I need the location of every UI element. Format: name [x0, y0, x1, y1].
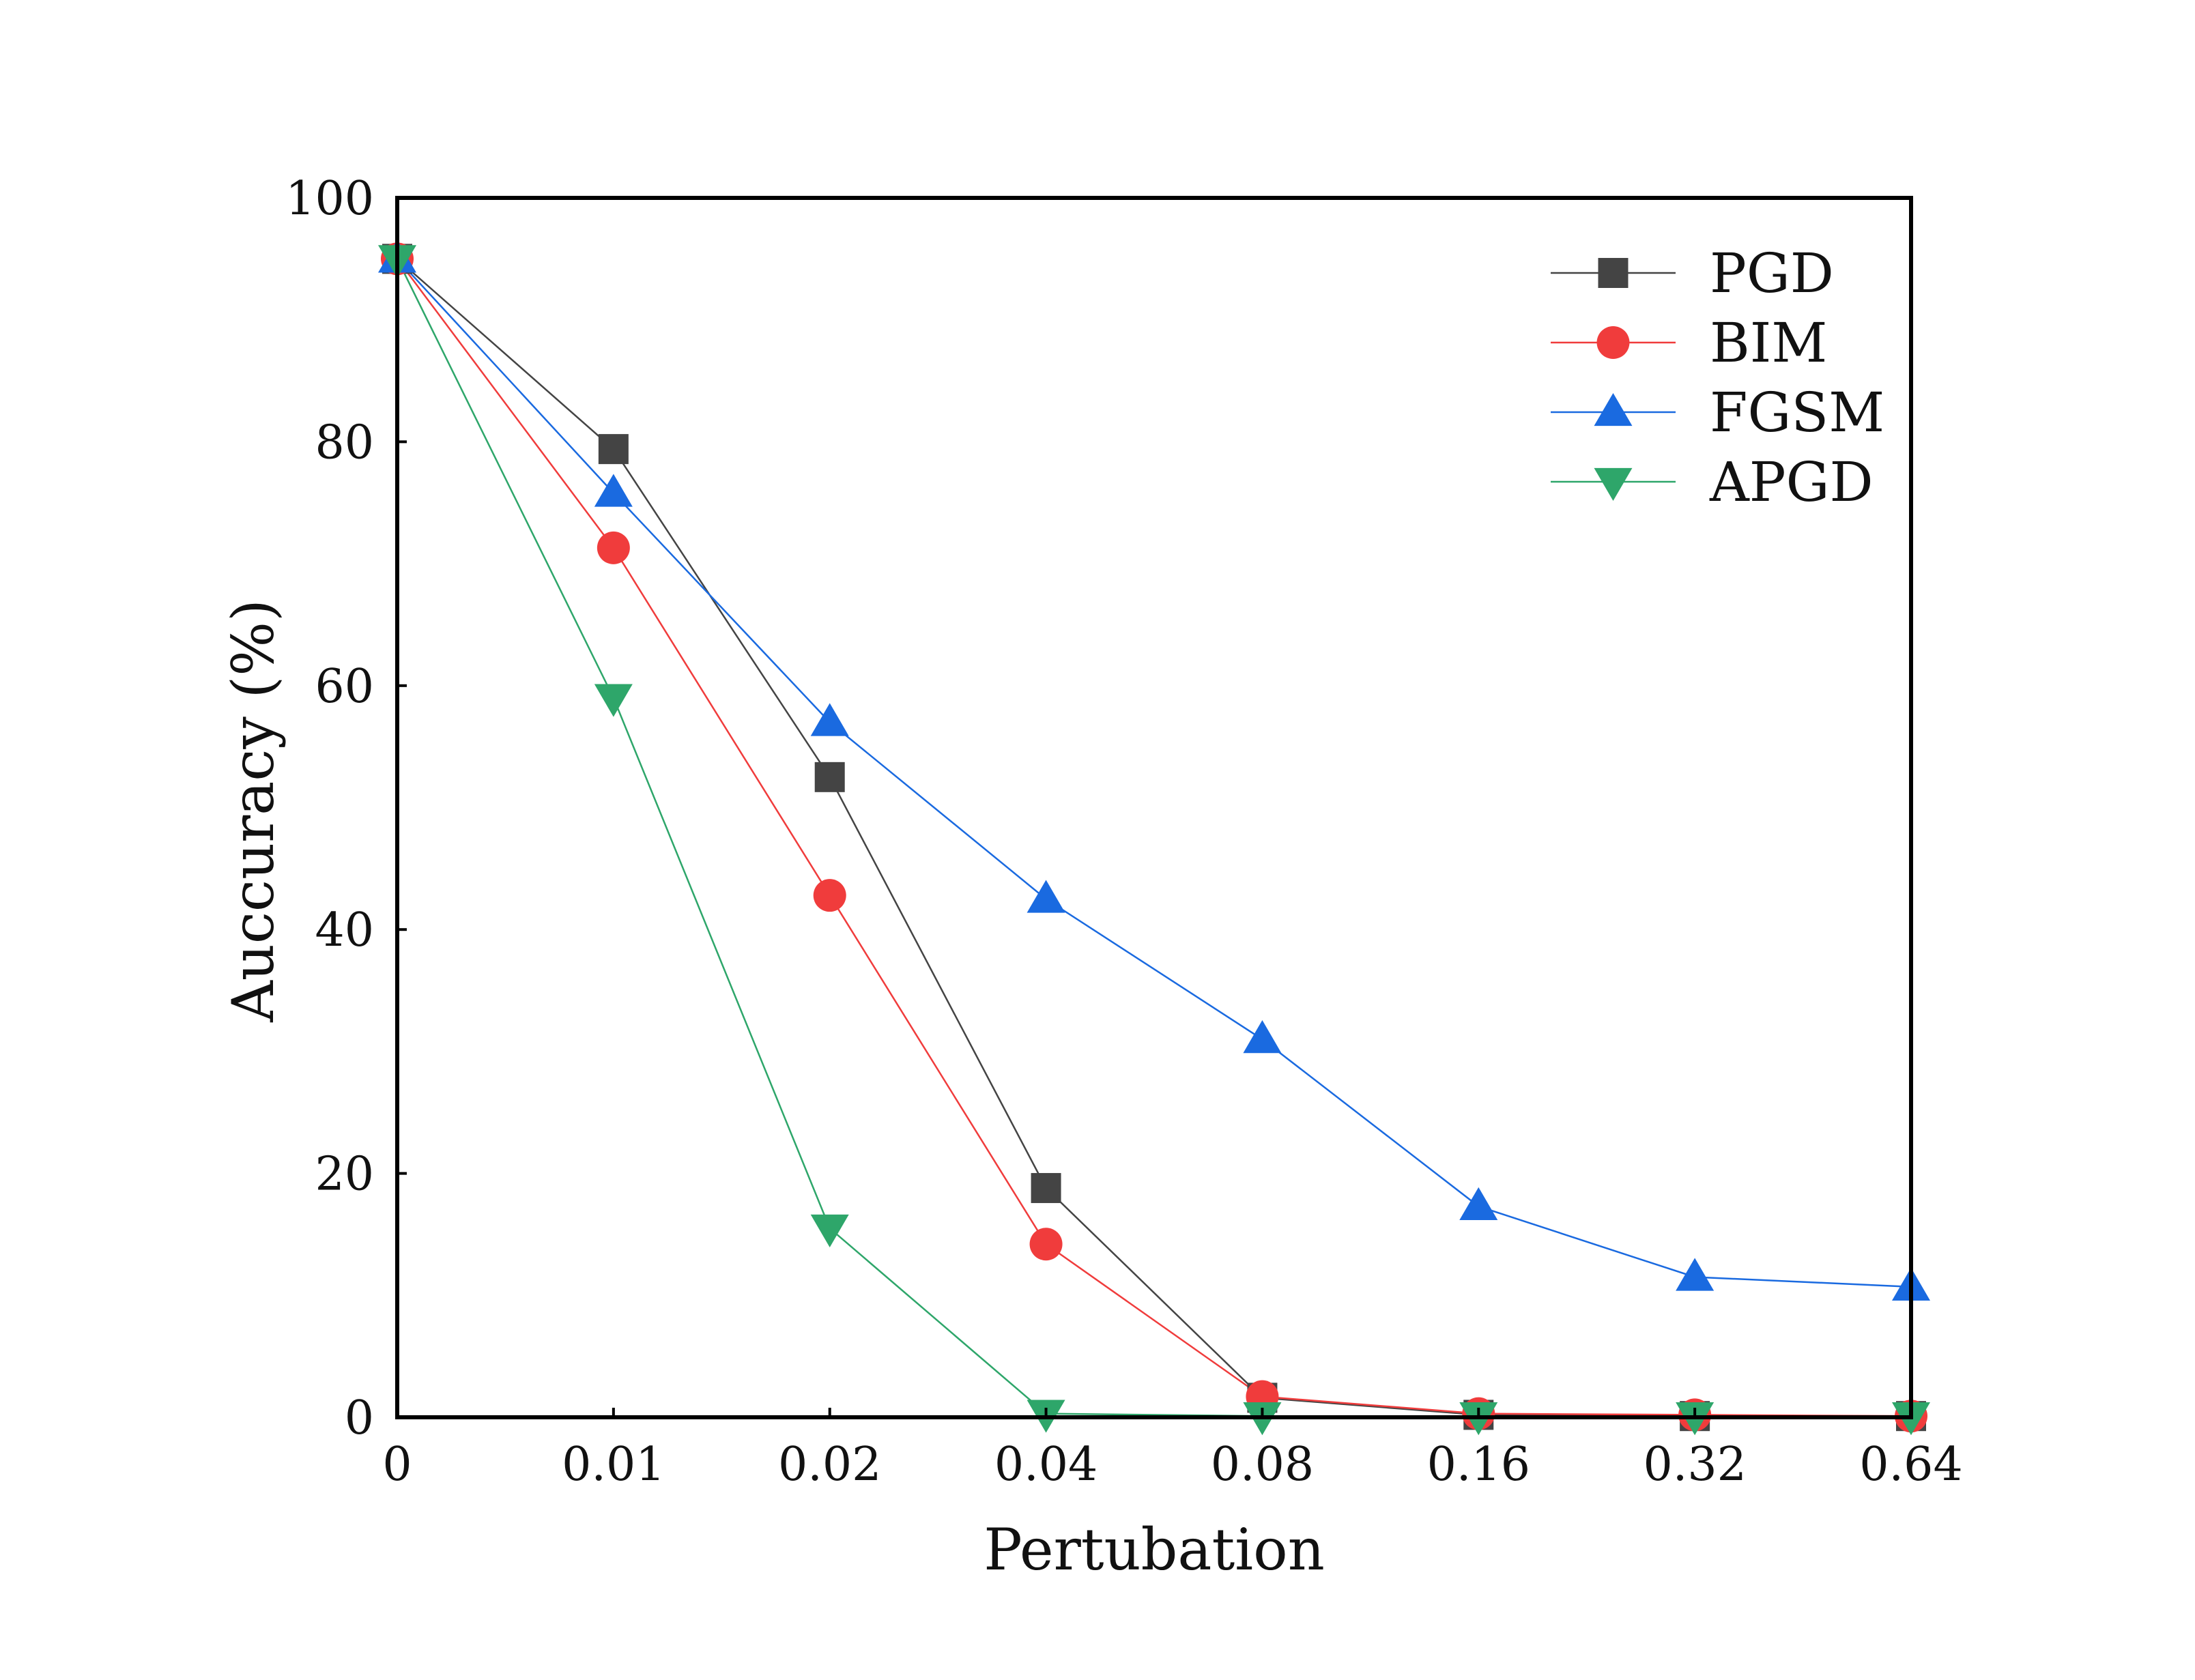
- data-point-fgsm: [1027, 880, 1065, 913]
- x-tick-label: 0.04: [994, 1438, 1098, 1492]
- data-point-fgsm: [594, 474, 633, 507]
- plot-frame: [395, 196, 1913, 1419]
- series-line-bim: [396, 258, 1912, 1417]
- data-point-fgsm: [1243, 1020, 1282, 1054]
- y-tick-label: 40: [315, 903, 374, 957]
- data-point-fgsm: [810, 703, 849, 736]
- data-point-bim: [1029, 1228, 1063, 1261]
- legend-label-pgd: PGD: [1710, 242, 1834, 305]
- series-line-fgsm: [397, 258, 1912, 1288]
- legend-marker-apgd: [1594, 467, 1633, 501]
- x-axis-title: Pertubation: [984, 1516, 1325, 1583]
- data-point-fgsm: [1459, 1187, 1498, 1221]
- legend-marker-bim: [1596, 326, 1630, 359]
- data-point-apgd: [594, 684, 633, 717]
- data-point-pgd: [1031, 1173, 1061, 1204]
- y-tick-label: 0: [345, 1391, 374, 1445]
- plot-area: [378, 240, 1930, 1436]
- legend-label-apgd: APGD: [1709, 450, 1874, 514]
- x-tick-label: 0.32: [1643, 1438, 1746, 1492]
- data-point-pgd: [598, 434, 629, 465]
- y-tick-label: 80: [315, 416, 374, 469]
- data-point-fgsm: [1676, 1258, 1715, 1291]
- x-tick-label: 0.02: [778, 1438, 881, 1492]
- data-point-apgd: [810, 1214, 849, 1248]
- y-tick-label: 20: [315, 1148, 374, 1202]
- y-tick-label: 100: [285, 172, 374, 226]
- legend-marker-fgsm: [1594, 393, 1633, 426]
- legend-label-fgsm: FGSM: [1710, 381, 1884, 444]
- y-axis-title: Auccuracy (%): [220, 599, 287, 1023]
- y-tick-label: 60: [315, 660, 374, 714]
- data-point-bim: [597, 531, 630, 564]
- x-tick-label: 0.01: [562, 1438, 665, 1492]
- data-point-pgd: [814, 762, 845, 792]
- legend-marker-pgd: [1598, 258, 1629, 288]
- axis-ticks: 0 0.01 0.02 0.04 0.08 0.16 0.32 0.64 0 20 40 60 80 10…: [285, 172, 1963, 1492]
- data-point-bim: [813, 879, 846, 912]
- x-tick-label: 0.64: [1859, 1438, 1962, 1492]
- legend-label-bim: BIM: [1710, 311, 1827, 375]
- x-tick-label: 0.16: [1427, 1438, 1530, 1492]
- x-tick-label: 0.08: [1211, 1438, 1314, 1492]
- x-tick-label: 0: [382, 1438, 412, 1492]
